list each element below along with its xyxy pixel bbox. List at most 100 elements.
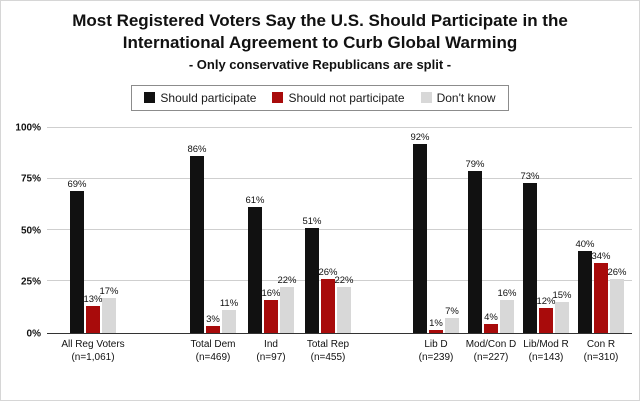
bar: 22%	[334, 275, 354, 333]
bar-value-label: 16%	[261, 287, 281, 299]
category-name: Total Dem	[190, 338, 236, 350]
category-label: Mod/Con D (n=227)	[446, 338, 536, 364]
bar-value-label: 12%	[536, 295, 556, 307]
bar: 17%	[99, 286, 119, 333]
legend: Should participate Should not participate…	[131, 84, 509, 111]
category-n: (n=239)	[418, 351, 454, 363]
bar-value-label: 22%	[334, 275, 354, 287]
bar-value-label: 61%	[245, 195, 265, 207]
bar: 11%	[220, 298, 238, 333]
bar-value-label: 40%	[575, 238, 595, 250]
bar: 12%	[536, 296, 556, 333]
bar: 16%	[497, 288, 517, 333]
bar-value-label: 92%	[410, 131, 430, 143]
chart-title: Most Registered Voters Say the U.S. Shou…	[72, 11, 568, 52]
gridline	[47, 177, 632, 179]
y-tick-label: 25%	[20, 276, 41, 288]
legend-item: Don't know	[420, 90, 496, 105]
category-label: Lib D (n=239)	[391, 338, 481, 364]
bar-value-label: 3%	[206, 314, 220, 326]
bar-group: 92% 1% 7%	[410, 132, 459, 333]
category-name: Lib D	[424, 338, 448, 350]
category-name: Ind	[264, 338, 278, 350]
bar-value-label: 26%	[607, 267, 627, 279]
bar-value-label: 7%	[445, 306, 459, 318]
bar-group: 51% 26% 22%	[302, 216, 354, 333]
bar: 26%	[318, 267, 338, 333]
bar: 86%	[187, 144, 207, 333]
category-label: Total Dem (n=469)	[168, 338, 258, 364]
category-label: Total Rep (n=455)	[283, 338, 373, 364]
bar-value-label: 86%	[187, 144, 207, 156]
category-label: All Reg Voters (n=1,061)	[48, 338, 138, 364]
bar-value-label: 73%	[520, 170, 540, 182]
y-tick-label: 0%	[26, 328, 41, 339]
gridline	[47, 229, 632, 230]
category-name: All Reg Voters	[61, 338, 125, 350]
category-label: Ind (n=97)	[226, 338, 316, 364]
bar: 7%	[445, 306, 459, 333]
legend-label: Should participate	[160, 90, 257, 105]
legend-swatch-icon	[144, 92, 156, 103]
bar: 4%	[484, 312, 498, 333]
plot-area: 69% 13% 17% 86% 3% 11% 61% 16% 22% 51% 26% 22% 92% 1%…	[47, 126, 632, 334]
gridline	[47, 280, 632, 282]
bar-group: 86% 3% 11%	[187, 144, 238, 333]
bar: 3%	[206, 314, 220, 333]
bar: 73%	[520, 171, 540, 333]
bar-group: 69% 13% 17%	[67, 179, 119, 333]
legend-swatch-icon	[272, 92, 284, 103]
category-n: (n=143)	[528, 351, 564, 363]
category-name: Lib/Mod R	[523, 338, 569, 350]
category-name: Mod/Con D	[465, 338, 517, 350]
legend-label: Don't know	[436, 90, 496, 105]
bar-value-label: 1%	[429, 318, 443, 330]
bar-value-label: 11%	[219, 297, 239, 309]
legend-swatch-icon	[420, 92, 432, 103]
bar: 15%	[552, 290, 572, 333]
bar-value-label: 15%	[552, 289, 572, 301]
bar-value-label: 51%	[302, 215, 322, 227]
bar-value-label: 13%	[83, 293, 103, 305]
y-tick-label: 75%	[20, 173, 41, 185]
y-axis-labels: 0% 25% 50% 75% 100%	[1, 122, 41, 339]
bar-value-label: 17%	[99, 285, 119, 297]
bar-group: 61% 16% 22%	[245, 195, 297, 333]
category-n: (n=310)	[583, 351, 619, 363]
bar: 61%	[245, 195, 265, 333]
x-axis-labels: All Reg Voters (n=1,061) Total Dem (n=469) I…	[47, 338, 632, 372]
legend-item: Should not participate	[272, 91, 405, 105]
bar-group: 40% 34% 26%	[575, 239, 627, 333]
category-n: (n=1,061)	[71, 351, 115, 363]
y-tick-label: 100%	[15, 122, 41, 133]
bar-value-label: 26%	[318, 267, 338, 279]
bar-value-label: 34%	[591, 250, 611, 262]
bar: 16%	[261, 288, 281, 333]
bar-value-label: 4%	[484, 312, 498, 324]
bar: 51%	[302, 216, 322, 333]
bar: 40%	[575, 239, 595, 333]
bar-value-label: 79%	[465, 158, 485, 170]
bar-value-label: 69%	[67, 179, 87, 191]
bar-group: 73% 12% 15%	[520, 171, 572, 333]
legend-item: Should participate	[144, 91, 256, 105]
category-n: (n=469)	[195, 351, 231, 363]
bar-value-label: 16%	[497, 287, 517, 299]
bar: 13%	[83, 294, 103, 333]
category-n: (n=97)	[256, 351, 286, 363]
bar: 22%	[277, 275, 297, 333]
bar-group: 79% 4% 16%	[465, 159, 517, 333]
chart-region: 0% 25% 50% 75% 100% 69% 13% 17% 86% 3% 11% 61% 16% 2…	[1, 122, 639, 339]
bar: 1%	[429, 318, 443, 333]
category-name: Con R	[586, 338, 616, 350]
category-n: (n=227)	[473, 351, 509, 363]
chart-subtitle: - Only conservative Republicans are spli…	[188, 56, 452, 72]
bar: 26%	[607, 267, 627, 333]
y-tick-label: 50%	[20, 225, 41, 236]
bar: 34%	[591, 251, 611, 333]
category-label: Lib/Mod R (n=143)	[501, 338, 591, 364]
bar: 92%	[410, 132, 430, 333]
gridline	[47, 126, 632, 128]
bar: 79%	[465, 159, 485, 333]
